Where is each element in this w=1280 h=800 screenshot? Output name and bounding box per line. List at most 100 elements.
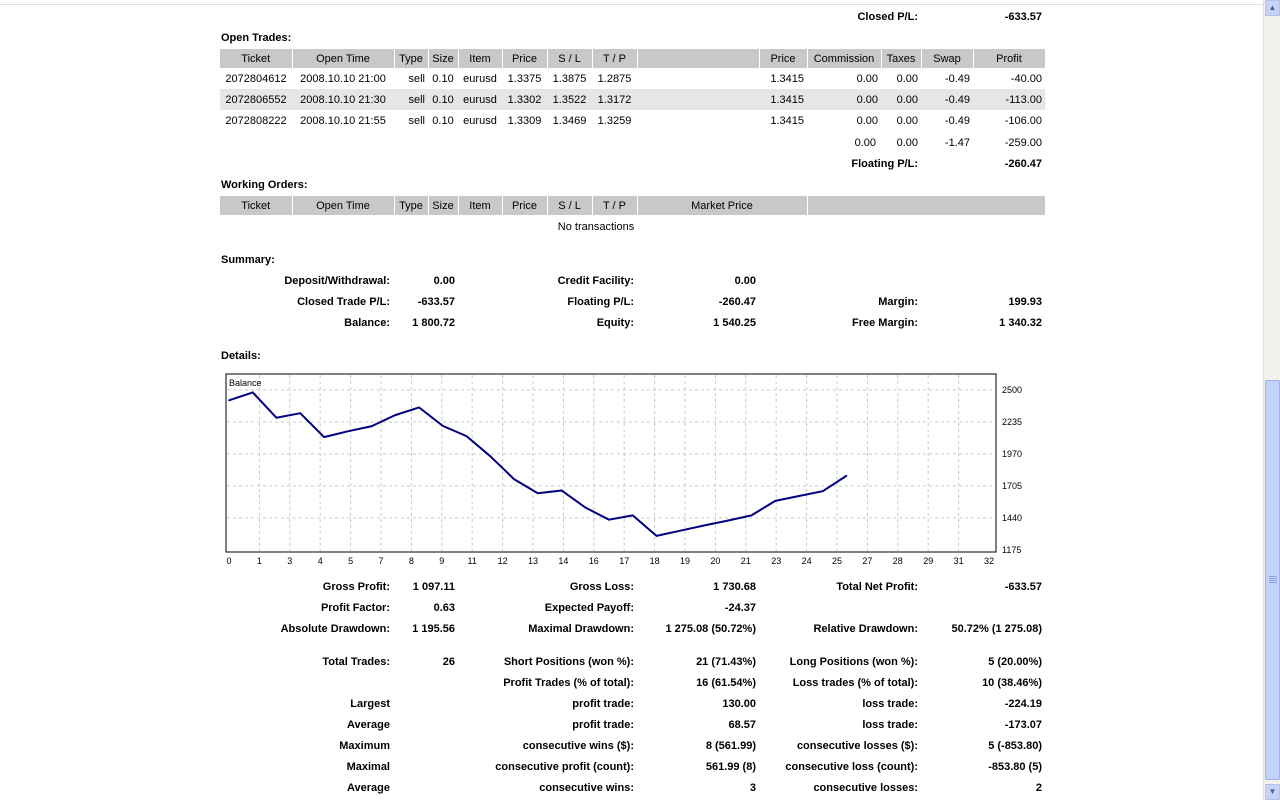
avg-consecutive-wins-label: consecutive wins: [539,782,634,794]
chart-title: Balance [229,378,262,388]
chart-x-tick: 1 [257,556,262,566]
balance-data-point [750,514,753,517]
balance-value: 1 800.72 [412,317,455,329]
chart-y-tick: 2500 [1002,385,1022,395]
vertical-scrollbar[interactable]: ▲ ▼ [1263,0,1280,800]
summary-floating-value: -260.47 [718,296,756,308]
open-trade-cell: sell [394,89,428,110]
scroll-down-button[interactable]: ▼ [1265,784,1280,800]
chart-x-tick: 20 [710,556,720,566]
balance-data-point [513,478,515,480]
total-commission: 0.00 [854,137,876,149]
scroll-thumb[interactable] [1265,380,1280,780]
total-taxes: 0.00 [896,137,918,149]
total-swap: -1.47 [944,137,970,149]
maximal-consecutive-loss-label: consecutive loss (count): [785,761,918,773]
long-positions-value: 5 (20.00%) [988,656,1042,668]
average-loss-value: -173.07 [1004,719,1042,731]
floating-pl-label: Floating P/L: [851,158,918,170]
chart-x-tick: 17 [619,556,629,566]
chart-x-tick: 9 [439,556,444,566]
closed-pl-label: Closed P/L: [857,11,918,23]
balance-data-point [370,425,373,428]
balance-data-point [251,391,254,394]
total-net-profit-label: Total Net Profit: [836,581,918,593]
equity-label: Equity: [596,317,634,329]
open-trade-cell: 2008.10.10 21:00 [300,72,386,85]
open-trade-cell: 1.3415 [759,89,807,110]
chart-x-tick: 27 [862,556,872,566]
balance-data-point [560,489,563,492]
chart-x-tick: 25 [832,556,842,566]
free-margin-label: Free Margin: [851,317,918,329]
balance-data-point [394,414,397,416]
working-orders-col-header: Open Time [292,196,395,215]
open-trades-col-header: Swap [921,49,974,68]
balance-data-point [631,514,634,517]
open-trade-cell: 2072804612 [225,72,287,85]
balance-data-point [346,430,349,433]
absolute-drawdown-label: Absolute Drawdown: [280,623,390,635]
max-consecutive-losses-value: 5 (-853.80) [988,740,1042,752]
max-consecutive-wins-value: 8 (561.99) [705,740,756,752]
open-trade-cell: 1.3875 [552,72,587,85]
working-orders-col-header: S / L [547,196,593,215]
open-trade-cell: -0.49 [921,89,973,110]
details-title: Details: [221,350,261,362]
chart-x-tick: 13 [528,556,538,566]
open-trade-cell: sell [408,114,425,127]
open-trades-col-header: Item [458,49,503,68]
avg-consecutive-losses-value: 2 [1035,782,1042,794]
open-trade-cell: 1.2875 [597,72,632,85]
balance-data-point [655,535,658,537]
gross-profit-value: 1 097.11 [412,581,455,593]
open-trades-col-header: Type [394,49,429,68]
relative-drawdown-label: Relative Drawdown: [813,623,918,635]
loss-trades-label: Loss trades (% of total): [792,677,918,689]
relative-drawdown-value: 50.72% (1 275.08) [951,623,1042,635]
max-consecutive-losses-label: consecutive losses ($): [796,740,918,752]
expected-payoff-label: Expected Payoff: [544,602,634,614]
floating-pl-value: -260.47 [1004,158,1042,170]
balance-data-point [703,524,705,527]
maximal-consecutive-profit-label: consecutive profit (count): [495,761,634,773]
open-trade-cell: 0.10 [432,114,454,127]
chart-x-tick: 32 [984,556,994,566]
open-trade-cell: 1.3522 [547,89,592,110]
open-trade-row: 2072808222 2008.10.10 21:55 sell 0.10 eurusd… [220,110,1045,131]
chart-y-tick: 1970 [1002,449,1022,459]
credit-label: Credit Facility: [557,275,634,287]
chart-x-tick: 23 [771,556,781,566]
expected-payoff-value: -24.37 [724,602,756,614]
open-trades-col-header [637,49,760,68]
avg-consecutive-wins-value: 3 [749,782,756,794]
balance-data-point [608,518,610,521]
open-trade-cell: 0.00 [896,114,918,127]
average-consecutive-label: Average [346,782,390,794]
margin-label: Margin: [878,296,918,308]
open-trades-col-header: Open Time [292,49,395,68]
open-trade-cell: 0.00 [856,114,878,127]
working-orders-col-header: T / P [592,196,638,215]
open-trade-cell: 0.10 [428,89,458,110]
scroll-grip-icon [1269,576,1277,584]
max-consecutive-wins-label: consecutive wins ($): [522,740,634,752]
maximal-consecutive-profit-value: 561.99 (8) [705,761,756,773]
absolute-drawdown-value: 1 195.56 [412,623,455,635]
open-trade-cell: 1.3375 [507,72,542,85]
largest-loss-label: loss trade: [862,698,918,710]
free-margin-value: 1 340.32 [999,317,1042,329]
credit-value: 0.00 [734,275,756,287]
open-trade-row: 2072806552 2008.10.10 21:30 sell 0.10 eurusd… [220,89,1045,110]
open-trade-cell: 2072808222 [225,114,287,127]
scroll-up-button[interactable]: ▲ [1265,0,1280,16]
average-profit-label: profit trade: [572,719,634,731]
chart-y-tick: 2235 [1002,417,1022,427]
total-trades-label: Total Trades: [322,656,390,668]
open-trades-col-header: Price [502,49,548,68]
gross-profit-label: Gross Profit: [322,581,390,593]
average-profit-value: 68.57 [728,719,756,731]
